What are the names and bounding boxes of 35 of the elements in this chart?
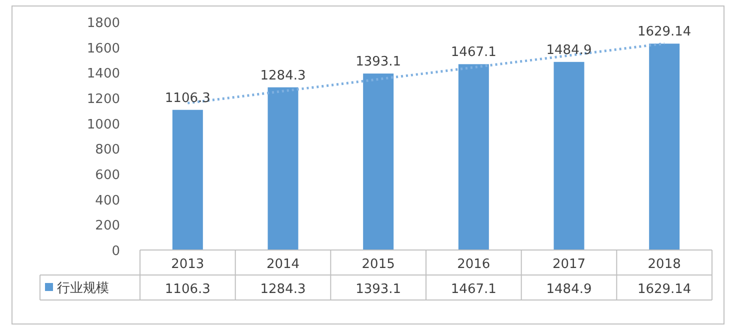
bar [649,44,680,250]
y-tick-label: 200 [95,218,120,234]
data-label: 1106.3 [164,282,210,297]
x-tick-label: 2018 [648,257,681,272]
bar [172,110,203,250]
y-tick-label: 800 [95,142,120,158]
bar [554,62,584,250]
legend-label: 行业规模 [57,281,109,296]
data-label: 1629.14 [637,282,692,297]
data-label: 1467.1 [450,282,496,297]
y-tick-label: 400 [95,193,120,208]
text: 1629.14 [637,24,692,40]
bar [363,74,394,250]
bar [268,87,298,250]
y-tick-label: 1000 [86,117,120,132]
y-tick-label: 1200 [86,92,120,107]
y-tick-label: 600 [95,168,120,183]
x-tick-label: 2014 [266,257,300,272]
data-label: 1284.3 [260,282,306,297]
x-tick-label: 2015 [362,257,395,272]
x-tick-label: 2017 [552,257,586,272]
y-tick-label: 0 [112,244,120,259]
text: 1284.3 [260,68,306,84]
y-tick-label: 1800 [86,16,120,31]
text: 1106.3 [164,90,210,106]
y-tick-label: 1400 [86,66,120,82]
x-tick-label: 2016 [457,257,490,272]
data-label: 1393.1 [356,282,402,297]
text: 1484.9 [546,42,592,58]
data-label: 1484.9 [546,282,592,297]
bar [458,64,489,250]
y-tick-label: 1600 [86,41,120,56]
text: 1467.1 [450,45,496,60]
x-tick-label: 2013 [171,257,204,272]
text: 1393.1 [356,54,402,70]
